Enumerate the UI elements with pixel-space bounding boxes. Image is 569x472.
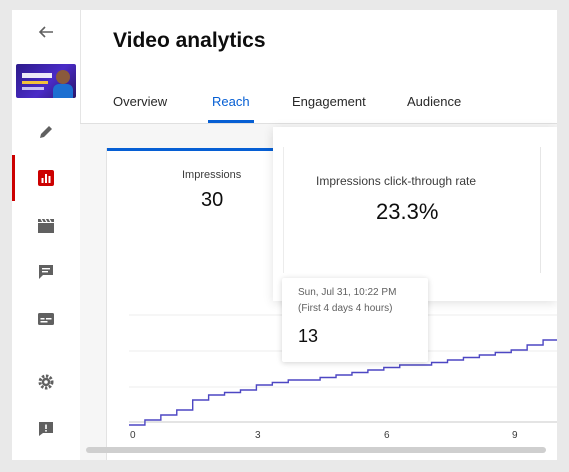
clapperboard-icon[interactable] — [34, 214, 58, 238]
comment-icon[interactable] — [34, 260, 58, 284]
ctr-label: Impressions click-through rate — [316, 174, 477, 188]
scrollbar-thumb[interactable] — [86, 447, 546, 453]
gear-icon[interactable] — [34, 370, 58, 394]
ctr-metric-card[interactable]: Impressions click-through rate 23.3% — [273, 127, 557, 301]
active-indicator — [12, 155, 15, 201]
impressions-series-line — [129, 339, 557, 426]
tooltip-value: 13 — [298, 326, 319, 346]
page-title: Video analytics — [113, 29, 266, 52]
feedback-icon[interactable] — [34, 417, 58, 441]
back-arrow-icon[interactable] — [34, 20, 58, 44]
x-tick-6: 6 — [384, 430, 390, 441]
impressions-value: 30 — [201, 189, 224, 211]
tab-engagement[interactable]: Engagement — [292, 94, 366, 109]
thumbnail-subtitle-bar — [22, 81, 48, 84]
tab-audience[interactable]: Audience — [407, 94, 462, 109]
impressions-label[interactable]: Impressions — [182, 169, 242, 181]
left-rail — [12, 10, 81, 460]
chart-tooltip: Sun, Jul 31, 10:22 PM (First 4 days 4 ho… — [282, 278, 428, 362]
video-thumbnail[interactable] — [16, 64, 76, 98]
x-tick-0: 0 — [130, 430, 136, 441]
x-tick-3: 3 — [255, 430, 261, 441]
tooltip-date: Sun, Jul 31, 10:22 PM — [298, 287, 397, 298]
studio-window: Video analytics Overview Reach Engagemen… — [12, 10, 557, 460]
analytics-icon[interactable] — [34, 166, 58, 190]
thumbnail-title-bar — [22, 73, 52, 78]
active-tab-underline — [208, 120, 254, 123]
thumbnail-face — [56, 70, 70, 84]
tab-reach[interactable]: Reach — [212, 94, 250, 109]
card-right-divider — [540, 147, 541, 273]
ctr-value: 23.3% — [376, 199, 439, 224]
tab-overview[interactable]: Overview — [113, 94, 168, 109]
horizontal-scrollbar[interactable] — [86, 446, 557, 454]
thumbnail-body — [53, 84, 73, 98]
x-tick-9: 9 — [512, 430, 518, 441]
tab-bar: Overview Reach Engagement Audience — [80, 84, 557, 124]
tooltip-period: (First 4 days 4 hours) — [298, 303, 393, 314]
header-divider — [80, 123, 557, 124]
subtitles-icon[interactable] — [34, 307, 58, 331]
thumbnail-text-bar — [22, 87, 44, 90]
selected-metric-underline — [107, 148, 283, 151]
card-left-divider — [283, 147, 284, 273]
pencil-icon[interactable] — [34, 120, 58, 144]
